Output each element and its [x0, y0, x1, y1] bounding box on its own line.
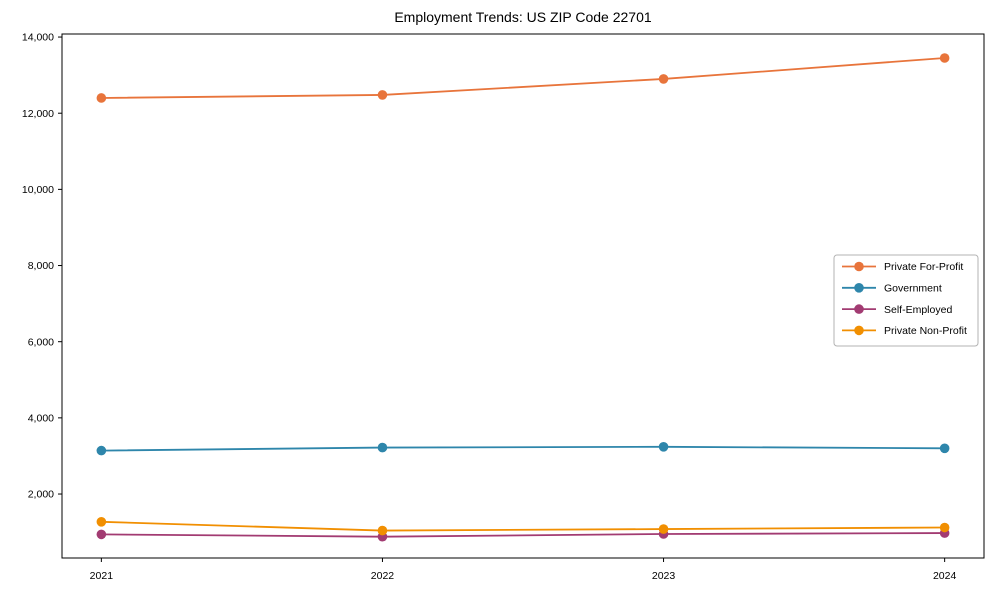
y-tick-label: 14,000: [22, 32, 54, 44]
plot-area: 2,000 4,000 6,000 8,000 10,000 12,000 14,000 20…: [22, 32, 985, 582]
legend-swatch-marker: [854, 325, 864, 336]
legend-swatch-marker: [854, 304, 864, 314]
series-line-self-employed: [101, 532, 945, 538]
legend-swatch-marker: [854, 261, 864, 272]
legend-label: Government: [884, 283, 942, 295]
series-marker-private-for-profit-2023: [658, 74, 669, 84]
series-line-private-for-profit: [101, 57, 945, 99]
series-marker-government-2022: [377, 442, 388, 453]
y-tick-label: 12,000: [22, 108, 54, 120]
chart-title: Employment Trends: US ZIP Code 22701: [394, 9, 652, 25]
series-marker-self-employed-2021: [96, 529, 107, 540]
x-tick-label: 2024: [933, 570, 957, 582]
x-tick-label: 2023: [652, 570, 676, 582]
series-line-government: [101, 445, 945, 452]
series-marker-government-2021: [96, 445, 107, 456]
x-tick-label: 2022: [371, 570, 395, 582]
series-marker-government-2024: [939, 443, 950, 454]
y-tick-label: 4,000: [28, 413, 54, 425]
x-tick-label: 2021: [90, 570, 114, 582]
legend-label: Private Non-Profit: [884, 325, 967, 337]
series-marker-private-non-profit-2024: [939, 522, 950, 533]
legend-label: Private For-Profit: [884, 261, 963, 273]
legend-label: Self-Employed: [884, 304, 952, 316]
y-tick-label: 8,000: [28, 260, 54, 272]
series-layer: [96, 53, 950, 542]
series-marker-government-2023: [658, 442, 669, 452]
series-marker-private-non-profit-2023: [658, 524, 669, 534]
legend-item-private-for-profit: Private For-Profit: [842, 261, 963, 273]
plot-frame: [61, 33, 985, 559]
y-tick-label: 6,000: [28, 336, 54, 348]
series-marker-private-for-profit-2024: [939, 53, 950, 63]
legend-item-self-employed: Self-Employed: [842, 304, 952, 316]
legend-swatch-marker: [854, 283, 864, 293]
series-marker-private-non-profit-2021: [96, 517, 107, 527]
legend-item-private-non-profit: Private Non-Profit: [842, 325, 967, 337]
series-marker-private-for-profit-2022: [377, 90, 388, 100]
series-line-private-non-profit: [101, 520, 945, 532]
legend-frame: [833, 254, 979, 347]
series-marker-private-non-profit-2022: [377, 525, 388, 536]
y-tick-label: 10,000: [22, 184, 54, 196]
legend: Private For-Profit Government Self-Employe…: [833, 254, 979, 347]
series-marker-private-for-profit-2021: [96, 93, 107, 103]
legend-item-government: Government: [842, 283, 942, 295]
y-tick-label: 2,000: [28, 489, 54, 501]
